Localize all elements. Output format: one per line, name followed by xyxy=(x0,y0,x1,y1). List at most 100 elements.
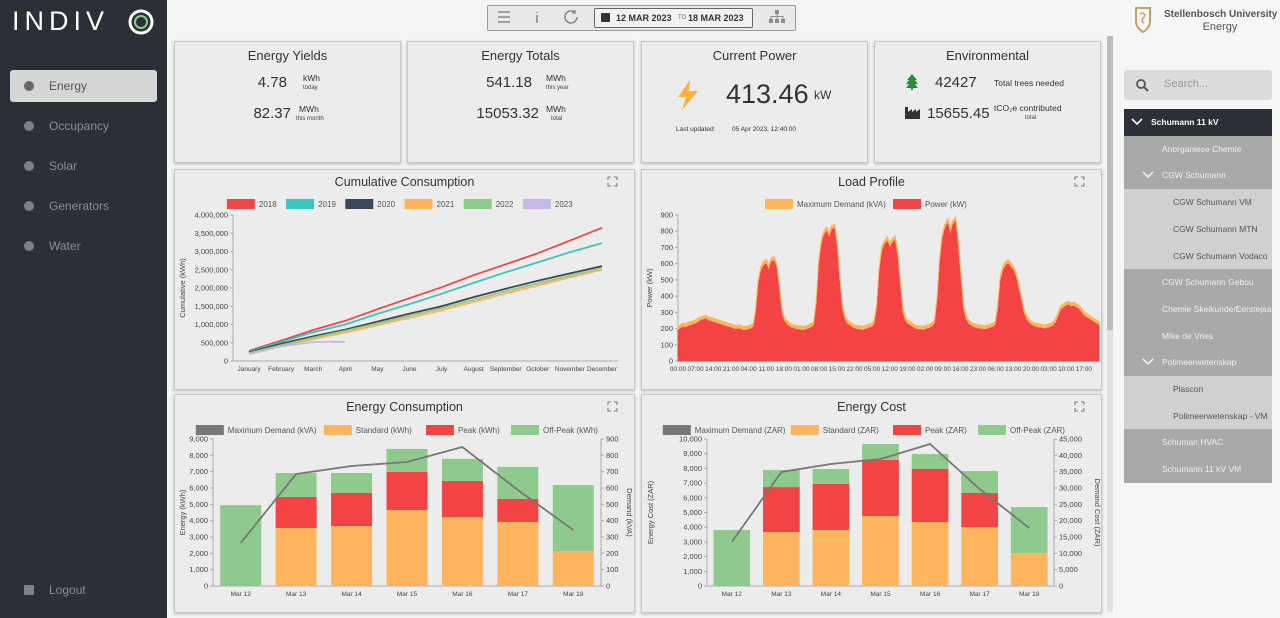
x-tick-label: Mar 12 xyxy=(231,591,252,598)
y-tick-label: 3,000 xyxy=(189,533,208,542)
energy-consumption-chart: Energy Consumption Maximum Demand (kVA) St… xyxy=(174,394,635,613)
scroll-thumb[interactable] xyxy=(1107,36,1114,330)
tree-item[interactable]: Plascon xyxy=(1124,376,1272,403)
menu-label: Solar xyxy=(49,159,78,173)
legend-swatch xyxy=(426,425,454,435)
menu-item[interactable]: Solar xyxy=(10,150,157,182)
logout[interactable]: Logout xyxy=(10,574,157,606)
bar-segment xyxy=(386,510,428,586)
unit: MWh xyxy=(546,73,566,83)
x-tick-label: 06:00 xyxy=(988,366,1005,373)
label: tCO₂e contributed xyxy=(994,103,1062,113)
series-line xyxy=(248,340,346,355)
legend-label: Peak (ZAR) xyxy=(925,426,967,435)
bar-segment xyxy=(275,496,317,529)
y2-tick-label: 30,000 xyxy=(1059,484,1082,493)
y-tick-label: 8,000 xyxy=(189,451,208,460)
y-tick-label: 6,000 xyxy=(189,484,208,493)
date-range[interactable]: 12 MAR 2023 TO 18 MAR 2023 xyxy=(594,8,753,28)
menu-item[interactable]: Water xyxy=(10,230,157,262)
y-axis-label: Power (kW) xyxy=(645,268,654,308)
tree-label: CGW Schumann Gebou xyxy=(1162,277,1254,288)
tree-item[interactable]: Schuman HVAC xyxy=(1124,429,1272,457)
menu-icon xyxy=(24,241,34,251)
y2-tick-label: 500 xyxy=(606,500,619,509)
series-line xyxy=(248,265,603,354)
x-tick-label: 08:00 xyxy=(811,366,828,373)
x-tick-label: Mar 17 xyxy=(508,591,529,598)
x-tick-label: December xyxy=(587,366,618,373)
bar-segment xyxy=(497,521,539,586)
y-tick-label: 0 xyxy=(204,582,208,591)
menu-item[interactable]: Energy xyxy=(10,70,157,102)
tree-item[interactable]: Polimeerwetenskap xyxy=(1124,349,1272,377)
tree-item[interactable]: CGW Schumann Vodaco xyxy=(1124,242,1272,270)
hierarchy-icon[interactable] xyxy=(769,10,785,24)
period: today xyxy=(303,85,318,91)
legend-swatch xyxy=(404,199,433,209)
bar-segment xyxy=(331,492,373,527)
tree-item[interactable]: CGW Schumann Gebou xyxy=(1124,269,1272,297)
tree-item[interactable]: Chemie Skeikunde/Eerstejaa xyxy=(1124,295,1272,323)
tree-label: Mike de Vries xyxy=(1162,330,1214,341)
tree-item[interactable]: Schumann 11 kV xyxy=(1124,109,1272,136)
menu-item[interactable]: Generators xyxy=(10,190,157,222)
x-tick-label: 01:00 xyxy=(793,366,810,373)
tree-label: CGW Schumann VM xyxy=(1173,197,1252,208)
legend-swatch xyxy=(522,199,551,209)
x-tick-label: July xyxy=(436,366,448,373)
series-line xyxy=(248,226,603,352)
y-tick-label: 2,000 xyxy=(189,549,208,558)
tree-item[interactable]: Schumann 11 kV VM xyxy=(1124,456,1272,484)
y-tick-label: 8,000 xyxy=(683,464,702,473)
card-title: Current Power xyxy=(712,48,797,63)
expand-icon[interactable] xyxy=(1074,401,1085,412)
y2-tick-label: 35,000 xyxy=(1059,467,1082,476)
y2-tick-label: 25,000 xyxy=(1059,500,1082,509)
value: 82.37 xyxy=(253,105,291,122)
x-tick-label: 03:00 xyxy=(1040,366,1057,373)
value: 42427 xyxy=(935,74,977,91)
legend-swatch xyxy=(323,425,352,435)
search-box[interactable]: Search... xyxy=(1124,70,1272,100)
tree-label: Anorganiese Chemie xyxy=(1162,143,1242,154)
logo-mark xyxy=(128,9,154,35)
bar-segment xyxy=(275,472,317,497)
menu-item[interactable]: Occupancy xyxy=(10,110,157,142)
expand-icon[interactable] xyxy=(1074,176,1085,187)
bar-segment xyxy=(497,498,539,522)
expand-icon[interactable] xyxy=(607,176,618,187)
tree-label: Chemie Skeikunde/Eerstejaa xyxy=(1162,303,1272,314)
legend-swatch xyxy=(286,199,315,209)
logo: INDIV xyxy=(12,6,110,36)
unit: MWh xyxy=(546,104,566,114)
y-tick-label: 2,000 xyxy=(683,552,702,561)
tree-item[interactable]: CGW Schumann VM xyxy=(1124,189,1272,217)
bar-segment xyxy=(713,529,751,586)
y-tick-label: 600 xyxy=(660,259,673,268)
legend-swatch xyxy=(893,199,921,209)
tree-label: CGW Schumann xyxy=(1162,170,1226,181)
bar-segment xyxy=(331,526,373,586)
tree-item[interactable]: CGW Schumann xyxy=(1124,162,1272,190)
x-tick-label: Mar 13 xyxy=(771,591,792,598)
tree-item[interactable]: Anorganiese Chemie xyxy=(1124,135,1272,163)
y-tick-label: 7,000 xyxy=(683,479,702,488)
tree-item[interactable]: Polimeerwetenskap - VM xyxy=(1124,402,1272,430)
bar-segment xyxy=(961,527,998,586)
chart-title: Load Profile xyxy=(838,175,905,189)
unit: MWh xyxy=(299,104,319,114)
x-tick-label: 04:00 xyxy=(740,366,757,373)
tree-item[interactable]: CGW Schumann MTN xyxy=(1124,215,1272,243)
y-tick-label: 4,000 xyxy=(189,516,208,525)
tree-label: CGW Schumann MTN xyxy=(1173,223,1258,234)
tree-item[interactable]: Mike de Vries xyxy=(1124,322,1272,350)
chevron-path xyxy=(1142,358,1154,366)
legend-swatch xyxy=(790,425,819,435)
x-tick-label: Mar 18 xyxy=(1019,591,1040,598)
value: 413.46 xyxy=(726,79,809,109)
period: this year xyxy=(546,85,569,91)
expand-icon[interactable] xyxy=(607,401,618,412)
bar-segment xyxy=(812,483,850,530)
scrollbar[interactable] xyxy=(1107,36,1114,612)
